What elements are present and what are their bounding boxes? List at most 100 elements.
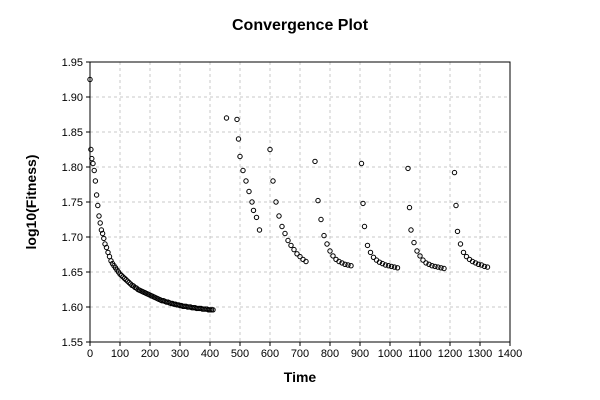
x-tick-label: 100 (111, 348, 129, 360)
data-point (394, 265, 401, 271)
data-point (339, 260, 345, 266)
data-point (108, 258, 114, 264)
data-point (382, 262, 389, 268)
data-point (123, 277, 129, 283)
data-point (408, 227, 414, 233)
y-tick-label: 1.70 (62, 232, 83, 244)
data-point (294, 251, 300, 257)
x-tick-label: 700 (291, 348, 309, 360)
x-tick-label: 1100 (408, 348, 432, 360)
data-point (417, 253, 423, 259)
x-tick-label: 1400 (498, 348, 522, 360)
data-point (429, 263, 435, 269)
data-point (423, 260, 429, 266)
y-tick-label: 1.85 (62, 127, 83, 139)
data-point (457, 241, 464, 247)
y-tick-label: 1.90 (62, 92, 83, 104)
data-point (481, 263, 488, 270)
data-point (438, 265, 444, 271)
series-2 (223, 115, 263, 233)
x-axis-label: Time (284, 369, 317, 385)
chart-title: Convergence Plot (232, 17, 369, 34)
data-point (237, 153, 243, 160)
data-point (364, 242, 371, 249)
data-point (303, 258, 309, 265)
data-point (324, 241, 330, 247)
data-point (342, 261, 348, 267)
data-point (318, 216, 324, 223)
data-point (472, 260, 479, 266)
y-tick-label: 1.60 (62, 302, 83, 314)
data-point (103, 244, 110, 251)
data-point (376, 259, 383, 265)
data-point (97, 220, 103, 226)
data-point (256, 227, 263, 233)
series-6 (405, 165, 447, 272)
data-point (99, 230, 106, 237)
y-tick-label: 1.95 (62, 57, 83, 69)
data-point (358, 160, 365, 167)
grid (90, 62, 510, 342)
data-point (391, 264, 398, 270)
series-1 (87, 76, 216, 313)
data-point (250, 207, 257, 214)
data-point (120, 274, 126, 280)
data-point (96, 213, 102, 219)
x-tick-label: 400 (201, 348, 219, 360)
data-point (463, 253, 470, 260)
data-point (253, 214, 260, 221)
data-point (117, 271, 123, 277)
data-point (92, 178, 99, 184)
x-axis: 0 100 200 300 400 500 600 700 800 900 1000 1100 1200… (87, 342, 522, 360)
data-point (243, 178, 249, 184)
x-tick-label: 800 (321, 348, 339, 360)
data-point (405, 165, 411, 172)
x-tick-label: 1200 (438, 348, 462, 360)
data-point (453, 202, 459, 209)
data-point (432, 263, 438, 270)
data-point (285, 237, 291, 244)
data-point (267, 146, 273, 153)
x-tick-label: 600 (261, 348, 279, 360)
data-point (420, 257, 426, 263)
x-tick-label: 0 (87, 348, 93, 360)
y-axis: 1.55 1.60 1.65 1.70 1.75 1.80 1.85 1.90 1.95 (62, 57, 90, 349)
data-point (379, 260, 386, 267)
data-point (288, 242, 294, 249)
x-tick-label: 1300 (468, 348, 492, 360)
data-point (330, 253, 336, 259)
series-3 (267, 146, 309, 265)
data-point (385, 263, 392, 269)
data-point (249, 199, 255, 205)
data-point (361, 223, 368, 230)
data-point (321, 232, 327, 239)
data-point (484, 264, 491, 270)
data-point (406, 204, 413, 211)
data-point (279, 223, 285, 230)
data-point (273, 199, 279, 205)
data-point (246, 188, 252, 195)
data-point (454, 228, 461, 235)
data-point (451, 169, 458, 176)
data-point (270, 178, 276, 184)
series-4 (312, 158, 354, 269)
data-point (101, 235, 107, 242)
data-point (411, 239, 417, 246)
data-point (327, 248, 333, 254)
data-point (336, 258, 342, 265)
data-point (460, 249, 467, 256)
data-point (297, 253, 303, 260)
x-tick-label: 900 (351, 348, 369, 360)
data-point (121, 275, 128, 281)
data-point (282, 230, 288, 237)
data-point (276, 213, 282, 219)
y-tick-label: 1.55 (62, 337, 83, 349)
data-point (475, 261, 482, 267)
series-7 (451, 169, 491, 270)
data-point (223, 115, 230, 121)
data-point (118, 272, 125, 279)
data-point (360, 200, 366, 207)
y-tick-label: 1.80 (62, 162, 83, 174)
y-tick-label: 1.75 (62, 197, 83, 209)
